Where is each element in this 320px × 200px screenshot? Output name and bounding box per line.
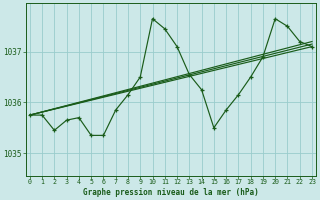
X-axis label: Graphe pression niveau de la mer (hPa): Graphe pression niveau de la mer (hPa)	[83, 188, 259, 197]
